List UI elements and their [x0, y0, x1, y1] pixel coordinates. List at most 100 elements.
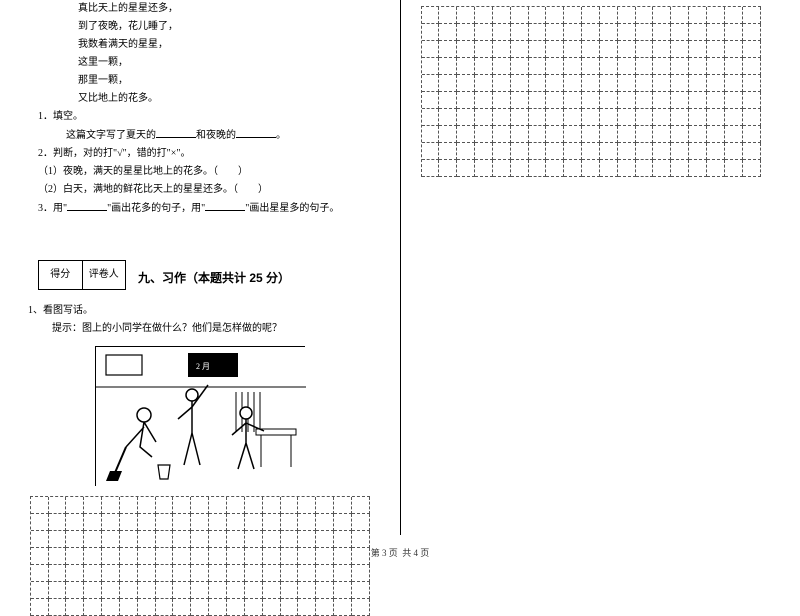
- grid-cell[interactable]: [66, 565, 84, 582]
- grid-cell[interactable]: [671, 126, 689, 143]
- grid-cell[interactable]: [725, 24, 743, 41]
- grid-cell[interactable]: [653, 24, 671, 41]
- fill-blank[interactable]: [236, 126, 276, 138]
- grid-cell[interactable]: [564, 92, 582, 109]
- grid-cell[interactable]: [298, 599, 316, 616]
- grid-cell[interactable]: [689, 109, 707, 126]
- grid-cell[interactable]: [582, 58, 600, 75]
- grid-cell[interactable]: [618, 58, 636, 75]
- grid-cell[interactable]: [84, 582, 102, 599]
- grid-cell[interactable]: [564, 7, 582, 24]
- grid-cell[interactable]: [422, 143, 440, 160]
- grid-cell[interactable]: [725, 126, 743, 143]
- grid-cell[interactable]: [725, 160, 743, 177]
- grid-cell[interactable]: [529, 24, 547, 41]
- grid-cell[interactable]: [439, 24, 457, 41]
- grid-cell[interactable]: [439, 58, 457, 75]
- grid-cell[interactable]: [422, 92, 440, 109]
- grid-cell[interactable]: [49, 565, 67, 582]
- grid-cell[interactable]: [352, 514, 370, 531]
- grid-cell[interactable]: [618, 75, 636, 92]
- grid-cell[interactable]: [298, 514, 316, 531]
- grid-cell[interactable]: [529, 92, 547, 109]
- grid-cell[interactable]: [707, 24, 725, 41]
- grid-cell[interactable]: [600, 109, 618, 126]
- grid-cell[interactable]: [245, 565, 263, 582]
- grid-cell[interactable]: [636, 75, 654, 92]
- grid-cell[interactable]: [600, 58, 618, 75]
- grid-cell[interactable]: [618, 24, 636, 41]
- grid-cell[interactable]: [564, 24, 582, 41]
- grid-cell[interactable]: [439, 109, 457, 126]
- grid-cell[interactable]: [173, 497, 191, 514]
- grid-cell[interactable]: [511, 24, 529, 41]
- grid-cell[interactable]: [493, 92, 511, 109]
- grid-cell[interactable]: [156, 565, 174, 582]
- grid-cell[interactable]: [582, 75, 600, 92]
- grid-cell[interactable]: [475, 7, 493, 24]
- grid-cell[interactable]: [439, 92, 457, 109]
- grid-cell[interactable]: [725, 109, 743, 126]
- grid-cell[interactable]: [457, 109, 475, 126]
- grid-cell[interactable]: [209, 497, 227, 514]
- grid-cell[interactable]: [511, 109, 529, 126]
- grid-cell[interactable]: [156, 582, 174, 599]
- grid-cell[interactable]: [191, 565, 209, 582]
- grid-cell[interactable]: [457, 126, 475, 143]
- fill-blank[interactable]: [67, 199, 107, 211]
- grid-cell[interactable]: [564, 109, 582, 126]
- grid-cell[interactable]: [66, 497, 84, 514]
- grid-cell[interactable]: [564, 58, 582, 75]
- grid-cell[interactable]: [439, 160, 457, 177]
- grid-cell[interactable]: [564, 75, 582, 92]
- grid-cell[interactable]: [636, 126, 654, 143]
- grid-cell[interactable]: [546, 58, 564, 75]
- grid-cell[interactable]: [298, 582, 316, 599]
- grid-cell[interactable]: [422, 58, 440, 75]
- grid-cell[interactable]: [653, 41, 671, 58]
- grid-cell[interactable]: [493, 109, 511, 126]
- grid-cell[interactable]: [511, 75, 529, 92]
- grid-cell[interactable]: [546, 7, 564, 24]
- grid-cell[interactable]: [31, 599, 49, 616]
- grid-cell[interactable]: [156, 497, 174, 514]
- grid-cell[interactable]: [600, 126, 618, 143]
- grid-cell[interactable]: [653, 143, 671, 160]
- grid-cell[interactable]: [725, 58, 743, 75]
- writing-grid-continued[interactable]: [421, 6, 761, 177]
- grid-cell[interactable]: [689, 7, 707, 24]
- grid-cell[interactable]: [457, 75, 475, 92]
- grid-cell[interactable]: [457, 143, 475, 160]
- grid-cell[interactable]: [600, 160, 618, 177]
- grid-cell[interactable]: [334, 599, 352, 616]
- grid-cell[interactable]: [209, 565, 227, 582]
- grid-cell[interactable]: [707, 92, 725, 109]
- grid-cell[interactable]: [173, 599, 191, 616]
- grid-cell[interactable]: [334, 497, 352, 514]
- grid-cell[interactable]: [582, 126, 600, 143]
- grid-cell[interactable]: [671, 143, 689, 160]
- grid-cell[interactable]: [529, 143, 547, 160]
- grid-cell[interactable]: [600, 92, 618, 109]
- grid-cell[interactable]: [316, 582, 334, 599]
- grid-cell[interactable]: [245, 582, 263, 599]
- grid-cell[interactable]: [102, 582, 120, 599]
- grid-cell[interactable]: [457, 58, 475, 75]
- grid-cell[interactable]: [191, 497, 209, 514]
- grid-cell[interactable]: [120, 497, 138, 514]
- grid-cell[interactable]: [618, 160, 636, 177]
- grid-cell[interactable]: [653, 58, 671, 75]
- grid-cell[interactable]: [102, 599, 120, 616]
- grid-cell[interactable]: [671, 92, 689, 109]
- grid-cell[interactable]: [475, 160, 493, 177]
- grid-cell[interactable]: [138, 565, 156, 582]
- grid-cell[interactable]: [422, 109, 440, 126]
- grid-cell[interactable]: [529, 109, 547, 126]
- grid-cell[interactable]: [475, 92, 493, 109]
- grid-cell[interactable]: [725, 92, 743, 109]
- grid-cell[interactable]: [689, 126, 707, 143]
- grid-cell[interactable]: [120, 582, 138, 599]
- grid-cell[interactable]: [743, 7, 761, 24]
- grid-cell[interactable]: [156, 514, 174, 531]
- grid-cell[interactable]: [263, 582, 281, 599]
